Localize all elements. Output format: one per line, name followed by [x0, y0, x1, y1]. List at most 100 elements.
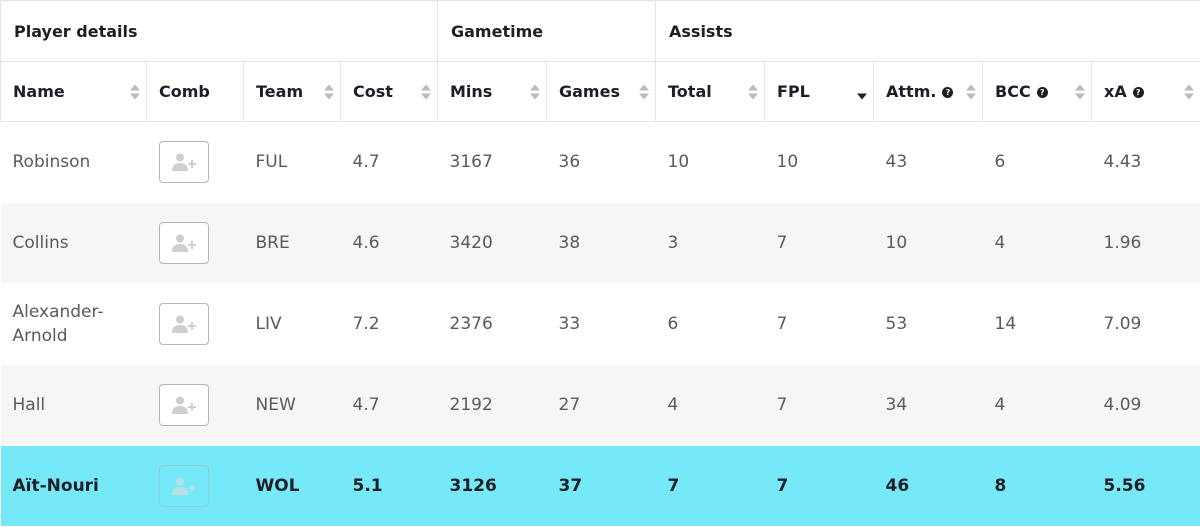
assists-fpl: 7 — [765, 284, 874, 365]
player-name[interactable]: Aït-Nouri — [1, 446, 147, 527]
assists-attm: 10 — [874, 203, 983, 284]
group-gametime: Gametime — [438, 1, 656, 62]
assists-total: 7 — [656, 446, 765, 527]
help-icon[interactable]: ? — [1133, 87, 1144, 98]
comb-cell — [147, 122, 244, 203]
sort-arrows-icon[interactable] — [421, 84, 431, 99]
mins: 2376 — [438, 284, 547, 365]
player-name[interactable]: Collins — [1, 203, 147, 284]
assists-attm: 43 — [874, 122, 983, 203]
team: NEW — [244, 365, 341, 446]
sort-arrows-icon[interactable] — [966, 84, 976, 99]
assists-bcc: 14 — [983, 284, 1092, 365]
cost: 4.7 — [341, 365, 438, 446]
add-user-button[interactable] — [159, 141, 209, 183]
assists-xa: 4.43 — [1092, 122, 1200, 203]
assists-xa: 4.09 — [1092, 365, 1200, 446]
header-cost[interactable]: Cost — [341, 62, 438, 122]
header-label: Comb — [159, 82, 210, 101]
header-label: xA — [1104, 82, 1127, 101]
help-icon[interactable]: ? — [1037, 87, 1048, 98]
group-player-details: Player details — [1, 1, 438, 62]
player-name[interactable]: Robinson — [1, 122, 147, 203]
add-user-icon — [171, 314, 197, 334]
team: WOL — [244, 446, 341, 527]
header-label: Name — [13, 82, 65, 101]
assists-xa: 1.96 — [1092, 203, 1200, 284]
header-mins[interactable]: Mins — [438, 62, 547, 122]
header-attm[interactable]: Attm.? — [874, 62, 983, 122]
mins: 3420 — [438, 203, 547, 284]
table-row[interactable]: Robinson FUL 4.7 3167 36 10 10 43 6 4.43 — [1, 122, 1200, 203]
games: 33 — [547, 284, 656, 365]
assists-xa: 7.09 — [1092, 284, 1200, 365]
sort-arrows-icon[interactable] — [1075, 84, 1085, 99]
add-user-icon — [171, 152, 197, 172]
header-label: Games — [559, 82, 620, 101]
sort-desc-active-icon[interactable] — [857, 84, 867, 99]
team: FUL — [244, 122, 341, 203]
group-assists: Assists — [656, 1, 1200, 62]
games: 37 — [547, 446, 656, 527]
help-icon[interactable]: ? — [942, 87, 953, 98]
header-xa[interactable]: xA? — [1092, 62, 1200, 122]
sort-arrows-icon[interactable] — [748, 84, 758, 99]
header-games[interactable]: Games — [547, 62, 656, 122]
assists-bcc: 8 — [983, 446, 1092, 527]
cost: 5.1 — [341, 446, 438, 527]
cost: 4.6 — [341, 203, 438, 284]
header-total[interactable]: Total — [656, 62, 765, 122]
add-user-button[interactable] — [159, 222, 209, 264]
mins: 3126 — [438, 446, 547, 527]
header-team[interactable]: Team — [244, 62, 341, 122]
assists-fpl: 7 — [765, 446, 874, 527]
table-row[interactable]: Collins BRE 4.6 3420 38 3 7 10 4 1.96 — [1, 203, 1200, 284]
team: LIV — [244, 284, 341, 365]
player-name[interactable]: Hall — [1, 365, 147, 446]
sort-arrows-icon[interactable] — [639, 84, 649, 99]
header-label: Mins — [450, 82, 492, 101]
table-row[interactable]: Hall NEW 4.7 2192 27 4 7 34 4 4.09 — [1, 365, 1200, 446]
header-label: FPL — [777, 82, 810, 101]
table-row[interactable]: Alexander-Arnold LIV 7.2 2376 33 6 7 53 … — [1, 284, 1200, 365]
column-group-row: Player details Gametime Assists — [1, 1, 1200, 62]
sort-arrows-icon[interactable] — [1184, 84, 1194, 99]
assists-attm: 46 — [874, 446, 983, 527]
comb-cell — [147, 446, 244, 527]
assists-bcc: 6 — [983, 122, 1092, 203]
header-label: Cost — [353, 82, 393, 101]
comb-cell — [147, 365, 244, 446]
games: 36 — [547, 122, 656, 203]
add-user-button[interactable] — [159, 303, 209, 345]
team: BRE — [244, 203, 341, 284]
table-body: Robinson FUL 4.7 3167 36 10 10 43 6 4.43… — [1, 122, 1200, 527]
add-user-icon — [171, 476, 197, 496]
header-fpl[interactable]: FPL — [765, 62, 874, 122]
games: 27 — [547, 365, 656, 446]
assists-total: 10 — [656, 122, 765, 203]
header-bcc[interactable]: BCC? — [983, 62, 1092, 122]
cost: 7.2 — [341, 284, 438, 365]
player-name[interactable]: Alexander-Arnold — [1, 284, 147, 365]
assists-bcc: 4 — [983, 203, 1092, 284]
sort-arrows-icon[interactable] — [130, 84, 140, 99]
assists-total: 4 — [656, 365, 765, 446]
assists-bcc: 4 — [983, 365, 1092, 446]
assists-total: 3 — [656, 203, 765, 284]
add-user-button[interactable] — [159, 384, 209, 426]
mins: 3167 — [438, 122, 547, 203]
table-row-highlighted[interactable]: Aït-Nouri WOL 5.1 3126 37 7 7 46 8 5.56 — [1, 446, 1200, 527]
header-name[interactable]: Name — [1, 62, 147, 122]
add-user-button[interactable] — [159, 465, 209, 507]
assists-fpl: 10 — [765, 122, 874, 203]
cost: 4.7 — [341, 122, 438, 203]
assists-attm: 53 — [874, 284, 983, 365]
sort-arrows-icon[interactable] — [324, 84, 334, 99]
header-label: Attm. — [886, 82, 936, 101]
assists-attm: 34 — [874, 365, 983, 446]
sort-arrows-icon[interactable] — [530, 84, 540, 99]
comb-cell — [147, 284, 244, 365]
comb-cell — [147, 203, 244, 284]
header-label: BCC — [995, 82, 1031, 101]
